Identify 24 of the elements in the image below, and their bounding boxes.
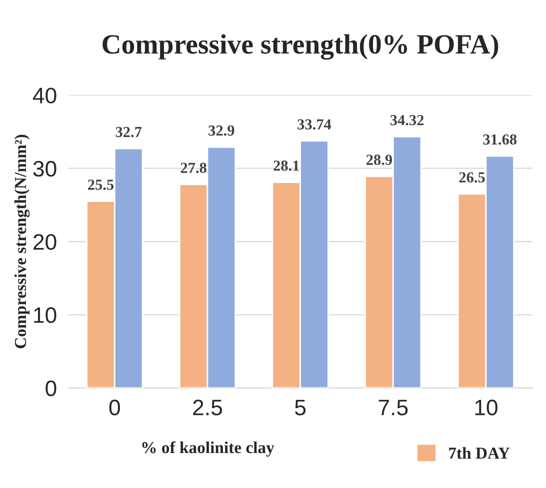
data-label: 31.68 <box>483 134 517 145</box>
data-label: 32.9 <box>208 125 234 136</box>
data-label: 34.32 <box>390 115 424 126</box>
data-label: 25.5 <box>88 180 114 190</box>
data-label: 27.8 <box>180 162 206 174</box>
x-tick-label: 5 <box>295 400 306 416</box>
y-tick-label: 10 <box>34 307 56 324</box>
x-axis-title: % of kaolinite clay <box>142 441 274 457</box>
data-label: 28.9 <box>366 154 392 166</box>
data-label: 26.5 <box>459 172 485 183</box>
y-tick-label: 0 <box>46 380 56 396</box>
x-tick-label: 7.5 <box>378 400 408 416</box>
x-tick-label: 0 <box>109 400 120 416</box>
data-label: 33.74 <box>298 119 332 130</box>
y-tick-label: 40 <box>32 88 56 104</box>
x-tick-label: 10 <box>475 400 498 416</box>
data-label: 28.1 <box>274 160 299 171</box>
y-tick-label: 20 <box>34 234 56 250</box>
y-tick-label: 30 <box>33 160 56 177</box>
chart-title: Compressive strength(0% POFA) <box>102 34 498 60</box>
y-axis-title: Compressive strength(N/mm²) <box>14 134 30 348</box>
data-label: 32.7 <box>116 126 142 138</box>
x-tick-label: 2.5 <box>193 400 222 416</box>
legend-label: 7th DAY <box>449 447 510 459</box>
